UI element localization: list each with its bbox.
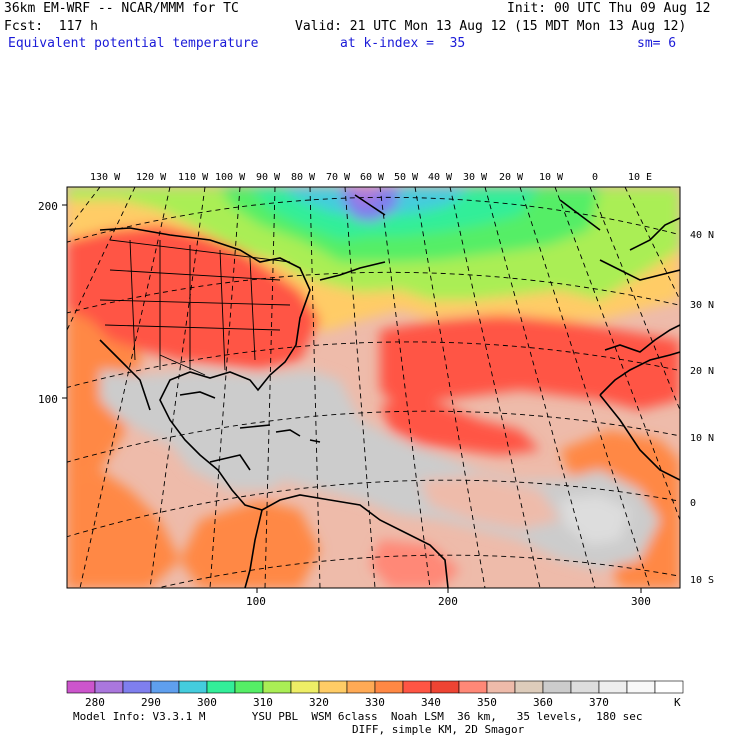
lon-label: 0 bbox=[592, 172, 598, 183]
valid-time: Valid: 21 UTC Mon 13 Aug 12 (15 MDT Mon … bbox=[295, 19, 687, 34]
colorbar-swatch bbox=[598, 680, 628, 694]
theta-e-field bbox=[67, 187, 680, 588]
lon-label: 60 W bbox=[360, 172, 385, 183]
colorbar-label: 300 bbox=[197, 696, 217, 709]
lon-label: 80 W bbox=[291, 172, 316, 183]
grid-x-label: 200 bbox=[438, 595, 458, 608]
colorbar-swatch bbox=[290, 680, 320, 694]
model-info: Model Info: V3.3.1 M YSU PBL WSM 6class … bbox=[73, 710, 643, 723]
colorbar-label: 340 bbox=[421, 696, 441, 709]
colorbar-label: 350 bbox=[477, 696, 497, 709]
colorbar-swatch bbox=[430, 680, 460, 694]
grid-y-label: 100 bbox=[38, 393, 58, 406]
colorbar-swatch bbox=[122, 680, 152, 694]
field-name: Equivalent potential temperature bbox=[8, 36, 259, 51]
init-time: Init: 00 UTC Thu 09 Aug 12 bbox=[507, 1, 711, 16]
latitude-labels: 40 N 30 N 20 N 10 N 0 10 S bbox=[690, 230, 714, 586]
map-frame bbox=[66, 186, 681, 589]
level-index: at k-index = 35 bbox=[340, 36, 466, 51]
borders bbox=[99, 239, 291, 376]
lon-label: 10 W bbox=[539, 172, 564, 183]
lat-label: 40 N bbox=[690, 230, 714, 241]
smoothing: sm= 6 bbox=[637, 36, 677, 51]
lat-label: 20 N bbox=[690, 366, 714, 377]
colorbar-swatch bbox=[346, 680, 376, 694]
model-physics: DIFF, simple KM, 2D Smagor bbox=[352, 723, 525, 736]
lon-label: 70 W bbox=[326, 172, 351, 183]
colorbar-label: 310 bbox=[253, 696, 273, 709]
lon-label: 40 W bbox=[428, 172, 453, 183]
colorbar-label: 370 bbox=[589, 696, 609, 709]
colorbar-swatch bbox=[374, 680, 404, 694]
lat-label: 30 N bbox=[690, 300, 714, 311]
colorbar-label: 280 bbox=[85, 696, 105, 709]
colorbar-swatch bbox=[206, 680, 236, 694]
colorbar-label: 290 bbox=[141, 696, 161, 709]
lon-label: 30 W bbox=[463, 172, 488, 183]
forecast-hour: Fcst: 117 h bbox=[4, 19, 98, 34]
lat-label: 10 N bbox=[690, 433, 714, 444]
lon-label: 10 E bbox=[628, 172, 652, 183]
colorbar-unit: K bbox=[674, 696, 681, 709]
colorbar-label: 360 bbox=[533, 696, 553, 709]
lon-label: 90 W bbox=[256, 172, 281, 183]
colorbar-swatch bbox=[626, 680, 656, 694]
grid-x-label: 100 bbox=[246, 595, 266, 608]
colorbar-swatch bbox=[178, 680, 208, 694]
grid-x-label: 300 bbox=[631, 595, 651, 608]
colorbar-swatch bbox=[458, 680, 488, 694]
longitude-labels: 130 W 120 W 110 W 100 W 90 W 80 W 70 W 6… bbox=[90, 172, 652, 183]
model-title: 36km EM-WRF -- NCAR/MMM for TC bbox=[4, 1, 239, 16]
color-legend: 280 290 300 310 320 330 340 350 360 370 bbox=[66, 680, 684, 709]
colorbar-swatch bbox=[94, 680, 124, 694]
lon-label: 50 W bbox=[394, 172, 419, 183]
colorbar-swatch bbox=[234, 680, 264, 694]
colorbar-swatch bbox=[542, 680, 572, 694]
colorbar-swatch bbox=[318, 680, 348, 694]
colorbar-swatch bbox=[654, 680, 684, 694]
colorbar-label: 320 bbox=[309, 696, 329, 709]
grid-y-label: 200 bbox=[38, 200, 58, 213]
colorbar-label: 330 bbox=[365, 696, 385, 709]
colorbar-swatch bbox=[402, 680, 432, 694]
colorbar-swatch bbox=[262, 680, 292, 694]
lon-label: 100 W bbox=[215, 172, 246, 183]
colorbar-swatch bbox=[514, 680, 544, 694]
lat-label: 0 bbox=[690, 498, 696, 509]
lon-label: 120 W bbox=[136, 172, 167, 183]
lat-label: 10 S bbox=[690, 575, 714, 586]
lon-label: 130 W bbox=[90, 172, 121, 183]
graticule bbox=[67, 187, 680, 588]
coastlines bbox=[99, 194, 680, 588]
colorbar-swatch bbox=[486, 680, 516, 694]
grid-index-labels: 200 100 100 200 300 bbox=[38, 200, 651, 608]
lon-label: 20 W bbox=[499, 172, 524, 183]
colorbar-swatch bbox=[66, 680, 96, 694]
colorbar-swatch bbox=[570, 680, 600, 694]
colorbar-swatch bbox=[150, 680, 180, 694]
lon-label: 110 W bbox=[178, 172, 209, 183]
